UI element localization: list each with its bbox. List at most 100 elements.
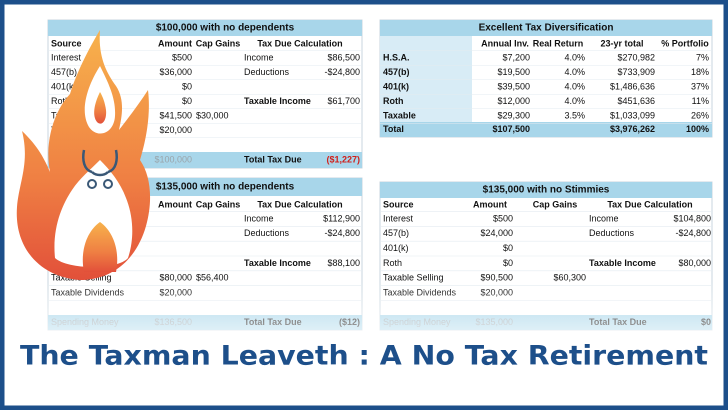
banner-title: The Taxman Leaveth : A No Tax Retirement — [20, 341, 708, 372]
table-cell: $36,000 — [159, 67, 192, 77]
table-cell: $500 — [493, 213, 513, 223]
table-cell: -$24,800 — [324, 228, 360, 238]
table-cell: $24,000 — [480, 228, 513, 238]
table-cell: 37% — [691, 81, 709, 91]
table-cell: 3.5% — [564, 110, 585, 120]
flame-core — [94, 92, 107, 124]
footer-cell: $107,500 — [492, 124, 530, 134]
table-cell: 11% — [692, 96, 709, 106]
table-cell: $88,100 — [327, 258, 360, 268]
table-cell: Roth — [51, 96, 70, 106]
column-header: Amount — [473, 199, 507, 209]
column-header: Cap Gains — [196, 199, 241, 209]
column-header: Tax Due Calculation — [257, 199, 342, 209]
table-cell: $104,800 — [673, 213, 711, 223]
panel-title: $135,000 with no dependents — [156, 182, 295, 193]
table-cell: H.S.A. — [383, 52, 410, 62]
table-cell: $451,636 — [617, 96, 655, 106]
table-cell: $90,500 — [480, 273, 513, 283]
table-cell: Interest — [383, 213, 414, 223]
table-cell: $80,000 — [678, 258, 711, 268]
table-cell: Taxable — [383, 110, 416, 120]
column-header: Source — [383, 199, 414, 209]
table-cell: Roth — [383, 96, 404, 106]
table-cell: $86,500 — [327, 52, 360, 62]
table-cell: 4.0% — [564, 81, 585, 91]
footer-cell: $3,976,262 — [610, 124, 655, 134]
table-cell: $60,300 — [553, 273, 586, 283]
table-cell: -$24,800 — [324, 67, 360, 77]
table-cell: $0 — [503, 258, 513, 268]
table-cell: $80,000 — [159, 273, 192, 283]
figure-lens — [87, 179, 97, 189]
table-cell: $0 — [503, 243, 513, 253]
column-header: Cap Gains — [196, 38, 241, 48]
column-header: Cap Gains — [533, 199, 578, 209]
table-cell: Taxable Income — [589, 258, 656, 268]
panel-title: $100,000 with no dependents — [156, 23, 295, 34]
footer-cell: Total — [383, 124, 404, 134]
table-cell: $112,900 — [323, 213, 360, 223]
table-cell: Taxable Selling — [383, 273, 444, 283]
table-cell: Roth — [383, 258, 402, 268]
table-cell: $19,500 — [497, 67, 530, 77]
footer-cell: 100% — [686, 124, 709, 134]
spreadsheets: $100,000 with no dependents Source Amount C… — [47, 19, 713, 331]
table-cell: Deductions — [589, 228, 635, 238]
title-bar — [48, 20, 362, 36]
table-cell: Deductions — [244, 67, 290, 77]
table-cell: $500 — [172, 52, 192, 62]
column-header: Amount — [158, 199, 192, 209]
table-cell: 457(b) — [51, 67, 77, 77]
title-bar — [380, 182, 712, 198]
flame-logo — [16, 30, 151, 280]
table-cell: $1,033,099 — [610, 110, 655, 120]
table-cell: 26% — [691, 110, 709, 120]
table-cell: $1,486,636 — [610, 81, 655, 91]
table-cell: $61,700 — [327, 96, 360, 106]
column-header: Tax Due Calculation — [257, 38, 342, 48]
figure-glasses — [82, 149, 118, 177]
panel-title: Excellent Tax Diversification — [479, 23, 614, 34]
table-cell: Taxable Income — [244, 96, 311, 106]
column-header: Tax Due Calculation — [607, 199, 692, 209]
panel-title: $135,000 with no Stimmies — [483, 185, 610, 196]
table-cell: $30,000 — [196, 110, 229, 120]
table-cell: 4.0% — [564, 96, 585, 106]
fade-overlay — [40, 282, 720, 332]
footer-cell: $100,000 — [154, 154, 192, 164]
table-cell: 4.0% — [564, 52, 585, 62]
column-header: Annual Inv. — [481, 38, 529, 48]
table-cell: $20,000 — [159, 125, 192, 135]
table-cell: Interest — [51, 52, 82, 62]
table-cell: $0 — [182, 81, 192, 91]
table-cell: $0 — [182, 96, 192, 106]
table-cell: $29,300 — [497, 110, 530, 120]
table-cell: Income — [244, 213, 274, 223]
table-cell: 18% — [691, 67, 709, 77]
table-cell: $7,200 — [502, 52, 530, 62]
column-header: % Portfolio — [661, 38, 709, 48]
table-cell: -$24,800 — [675, 228, 711, 238]
table-cell: $39,500 — [497, 81, 530, 91]
column-header: 23-yr total — [600, 38, 643, 48]
table-cell: $270,982 — [617, 52, 655, 62]
footer-cell: ($1,227) — [326, 154, 360, 164]
figure-face — [82, 222, 118, 272]
table-cell: 401(k) — [383, 243, 409, 253]
table-cell: Taxable Income — [244, 258, 311, 268]
table-cell: $41,500 — [159, 110, 192, 120]
label-column — [380, 36, 472, 122]
table-cell: 457(b) — [383, 67, 410, 77]
column-header: Amount — [158, 38, 192, 48]
figure-lens — [103, 179, 113, 189]
table-cell: Income — [244, 52, 274, 62]
footer-bar — [380, 122, 712, 137]
table-cell: $733,909 — [617, 67, 655, 77]
table-cell: $12,000 — [497, 96, 530, 106]
table-cell: 401(k) — [51, 81, 77, 91]
column-header: Real Return — [533, 38, 584, 48]
